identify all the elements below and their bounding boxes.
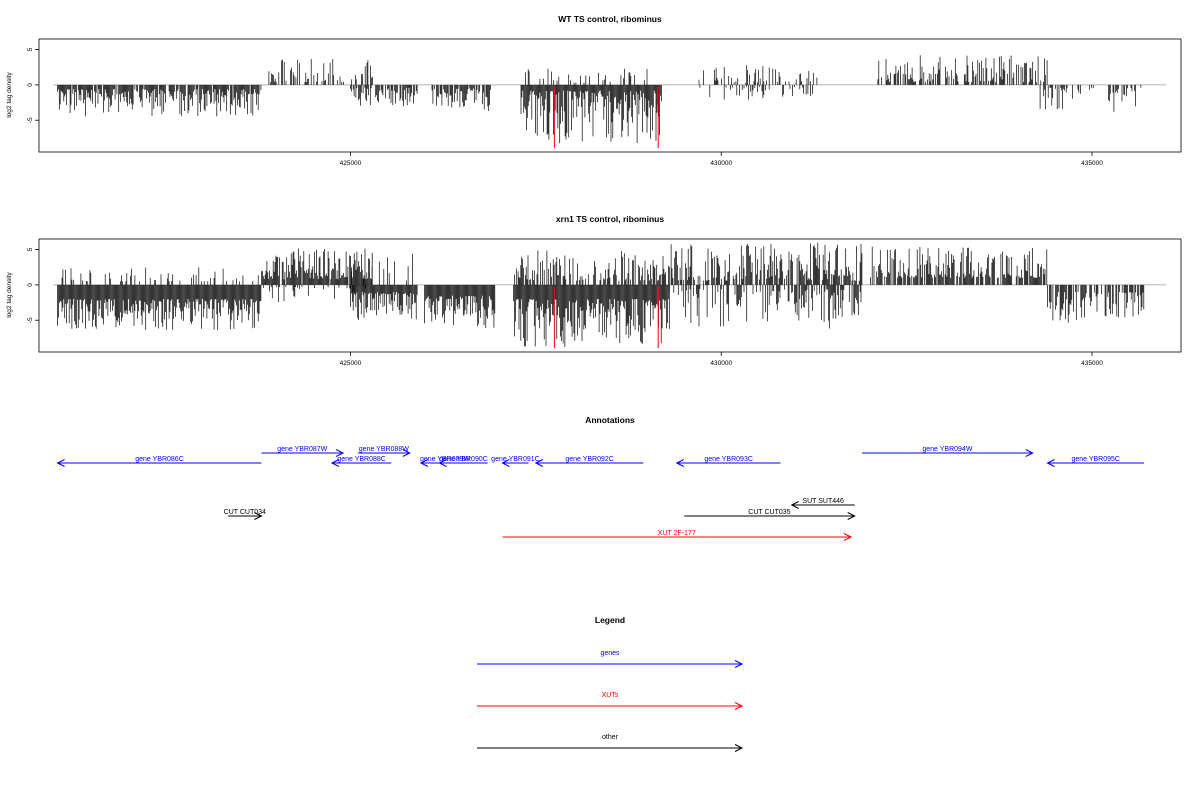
annotation-label: gene YBR088W [359,446,409,453]
y-tick-label: -5 [27,117,34,123]
annotation-arrowhead [675,459,684,467]
annotation-label: gene YBR087W [277,446,327,453]
annotation-label: gene YBR093C [704,456,753,463]
annotation-feature: gene YBR093C [675,456,781,467]
annotation-feature: gene YBR090C [438,456,488,467]
annotation-arrowhead [254,512,263,520]
annotation-feature: gene YBR091C [491,456,540,467]
annotation-arrowhead [790,501,799,509]
y-tick-label: 5 [27,247,34,251]
annotation-feature: gene YBR094W [862,446,1034,457]
annotation-arrowhead [419,459,429,467]
wt-density-panel: WT TS control, ribominus log2 tag densit… [6,14,1182,167]
wt-y-axis-label: log2 tag density [6,71,13,117]
legend-item: genes [477,650,744,668]
annotation-feature: gene YBR088W [357,446,411,457]
legend-title: Legend [595,615,625,625]
y-tick-label: -5 [27,317,34,323]
annotation-label: CUT CUT035 [748,509,790,516]
annotation-feature: SUT SUT446 [790,498,855,509]
annotation-feature: CUT CUT034 [224,509,266,520]
y-tick-label: 5 [27,47,34,51]
annotation-label: gene YBR086C [135,456,184,463]
xrn1-y-axis-label: log2 tag density [6,271,13,317]
annotation-label: gene YBR094W [922,446,972,453]
annotation-arrowhead [438,459,447,467]
annotation-label: XUT 2F-177 [658,530,696,537]
annotation-feature: gene YBR088C [330,456,392,467]
xrn1-plot-frame [38,238,1182,353]
annotation-arrowhead [56,459,65,467]
x-tick-label: 425000 [340,360,362,367]
annotation-arrowhead [843,533,853,541]
annotation-arrowhead [335,449,345,457]
annotation-feature: gene YBR092C [534,456,644,467]
y-tick-label: 0 [27,83,34,87]
x-tick-label: 430000 [710,160,732,167]
x-tick-label: 435000 [1081,160,1103,167]
annotation-arrowhead [1025,449,1034,457]
legend-label: XUTs [602,692,619,699]
x-tick-label: 435000 [1081,360,1103,367]
legend-arrowhead [734,744,744,752]
legend-item: XUTs [477,692,744,710]
annotation-arrowhead [847,512,856,520]
annotation-label: gene YBR092C [565,456,614,463]
legend-label: other [602,734,619,741]
legend-item: other [477,734,744,752]
xrn1-panel-title: xrn1 TS control, ribominus [556,214,664,224]
wt-plot-frame [38,38,1182,153]
y-tick-label: 0 [27,283,34,287]
x-tick-label: 430000 [710,360,732,367]
legend: Legend genes XUTs other [477,615,744,752]
annotation-feature: gene YBR095C [1046,456,1144,467]
wt-panel-title: WT TS control, ribominus [558,14,662,24]
annotation-feature: XUT 2F-177 [502,530,853,541]
annotation-label: SUT SUT446 [802,498,844,505]
annotations-track: Annotations gene YBR086C gene YBR087W gene… [56,415,1144,541]
annotation-label: gene YBR095C [1071,456,1120,463]
legend-label: genes [600,650,620,657]
annotation-label: gene YBR088C [337,456,386,463]
annotation-label: CUT CUT034 [224,509,266,516]
annotations-title: Annotations [585,415,635,425]
annotation-arrowhead [1046,459,1055,467]
annotation-arrowhead [402,449,411,457]
annotation-feature: CUT CUT035 [684,509,856,520]
annotation-arrowhead [501,459,510,467]
annotation-feature: gene YBR087W [261,446,345,457]
annotation-arrowhead [534,459,544,467]
annotation-arrowhead [330,459,340,467]
x-tick-label: 425000 [340,160,362,167]
legend-arrowhead [734,660,744,668]
legend-arrowhead [734,702,744,710]
xrn1-density-panel: xrn1 TS control, ribominus log2 tag dens… [6,214,1182,367]
annotation-label: gene YBR089W [420,456,470,463]
annotation-label: gene YBR091C [491,456,540,463]
annotation-label: gene YBR090C [439,456,488,463]
annotation-feature: gene YBR086C [56,456,262,467]
